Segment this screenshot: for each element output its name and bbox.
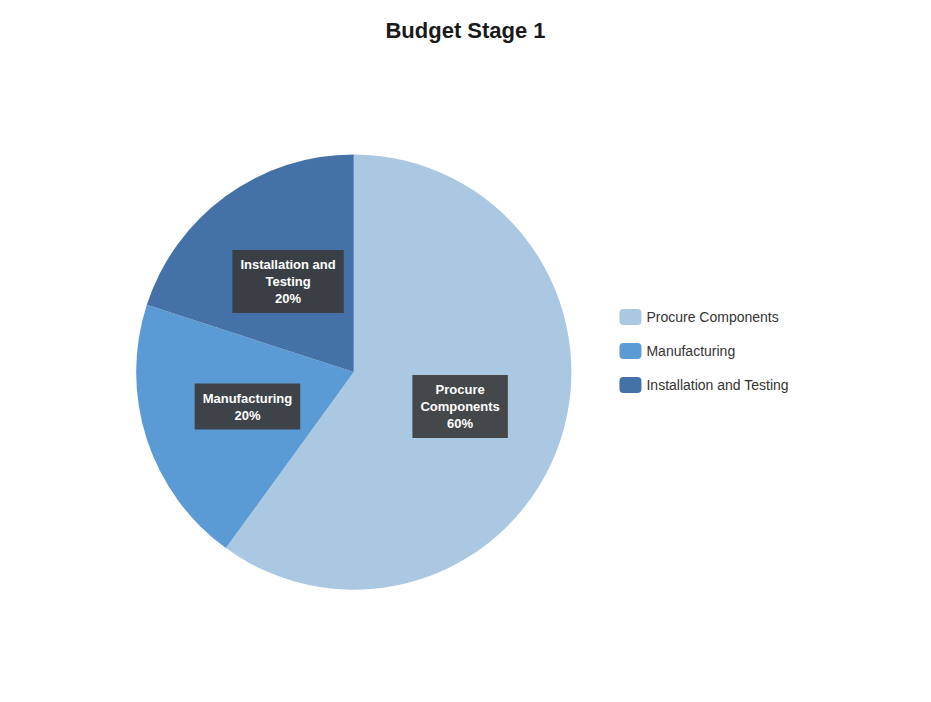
svg-text:Manufacturing: Manufacturing [203,391,293,406]
svg-text:Budget Stage 1: Budget Stage 1 [385,18,545,43]
svg-text:20%: 20% [275,291,301,306]
svg-text:20%: 20% [234,408,260,423]
svg-text:Procure: Procure [436,382,485,397]
svg-text:Manufacturing: Manufacturing [646,343,735,359]
svg-text:60%: 60% [447,416,473,431]
svg-text:Procure Components: Procure Components [646,309,778,325]
svg-text:Components: Components [420,399,499,414]
svg-text:Installation and Testing: Installation and Testing [646,377,788,393]
svg-text:Testing: Testing [265,274,310,289]
svg-text:Installation and: Installation and [240,257,335,272]
